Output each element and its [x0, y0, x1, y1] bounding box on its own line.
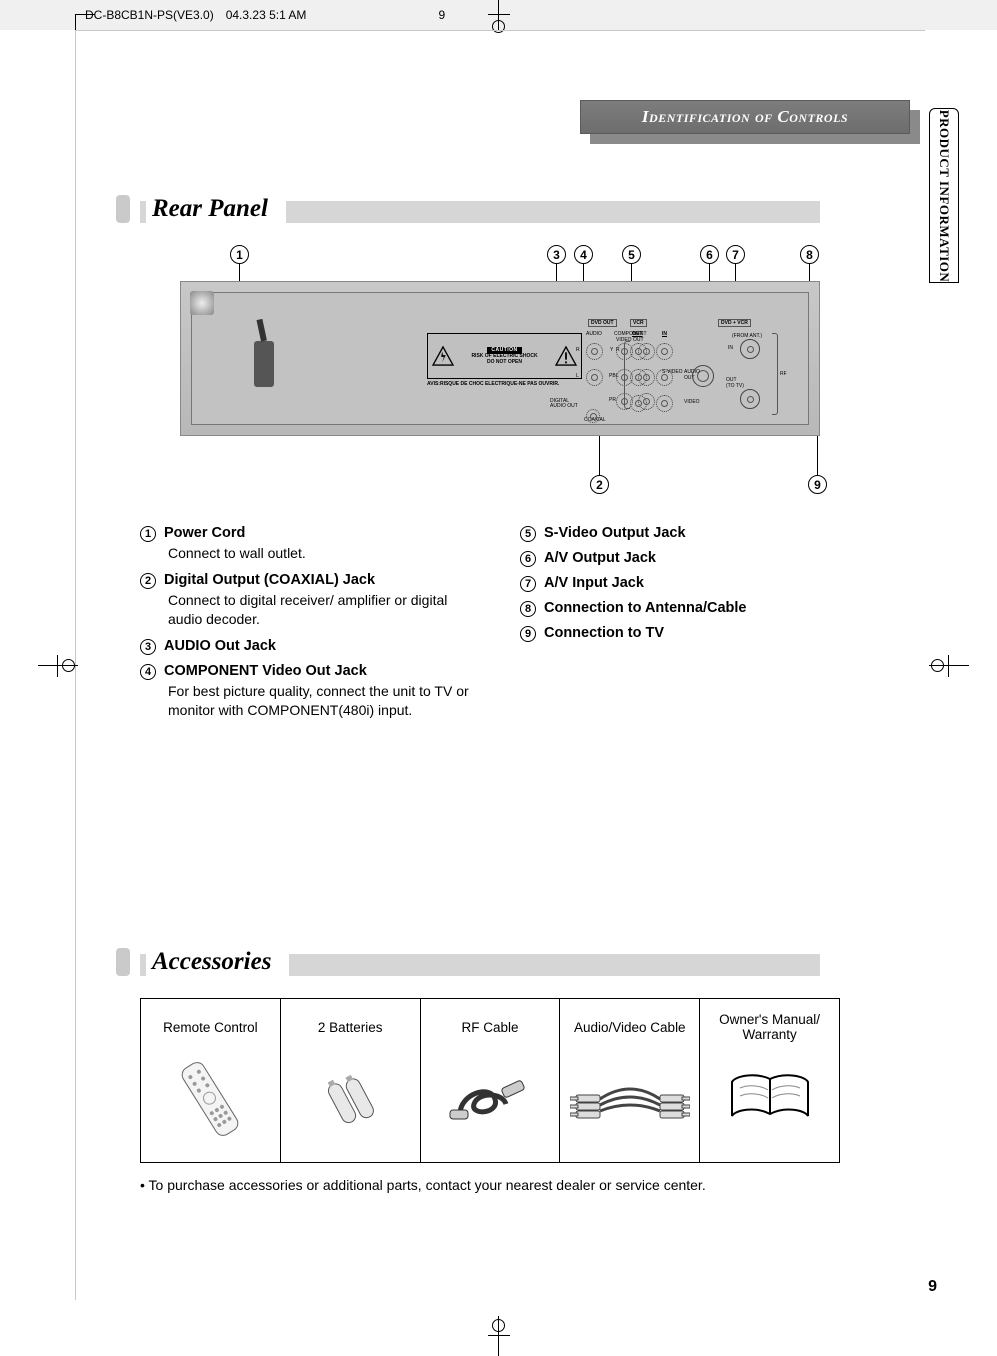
feature-5: 5S-Video Output Jack	[520, 525, 860, 541]
registration-top-icon	[488, 0, 510, 30]
feature-3: 3AUDIO Out Jack	[140, 638, 480, 654]
remote-icon	[145, 1045, 276, 1152]
section-badge: Identification of Controls	[580, 100, 910, 134]
acc-rf-cable: RF Cable	[421, 999, 561, 1162]
page-content: Identification of Controls Rear Panel 1 3…	[140, 100, 910, 1193]
callout-9: 9	[808, 475, 827, 494]
callout-2: 2	[590, 475, 609, 494]
acc-av-cable: Audio/Video Cable	[560, 999, 700, 1162]
feature-4: 4COMPONENT Video Out JackFor best pictur…	[140, 663, 480, 720]
accessories-table: Remote Control 2 Batteries	[140, 998, 840, 1163]
batteries-icon	[285, 1045, 416, 1152]
side-tab-label: PRODUCT INFORMATION	[936, 109, 952, 282]
section-badge-label: Identification of Controls	[580, 100, 910, 134]
registration-bottom-icon	[488, 1316, 510, 1356]
sheet-page: 9	[438, 8, 445, 22]
callout-6: 6	[700, 245, 719, 264]
build-time: 04.3.23 5:1 AM	[226, 8, 307, 22]
registration-left-icon	[38, 655, 78, 677]
callout-5: 5	[622, 245, 641, 264]
filename: DC-B8CB1N-PS(VE3.0)	[85, 8, 214, 22]
registration-right-icon	[929, 655, 969, 677]
feature-9: 9Connection to TV	[520, 625, 860, 641]
callout-4: 4	[574, 245, 593, 264]
callout-3: 3	[547, 245, 566, 264]
feature-1: 1Power CordConnect to wall outlet.	[140, 525, 480, 563]
power-cord-icon	[254, 341, 274, 387]
accessories-heading: Accessories	[140, 948, 910, 978]
callout-8: 8	[800, 245, 819, 264]
acc-manual: Owner's Manual/ Warranty	[700, 999, 839, 1162]
callout-7: 7	[726, 245, 745, 264]
warn-bottom: AVIS:RISQUE DE CHOC ELECTRIQUE-NE PAS OU…	[427, 381, 559, 387]
screw-icon	[190, 291, 214, 315]
device-chassis: CAUTION RISK OF ELECTRIC SHOCK DO NOT OP…	[180, 281, 820, 436]
accessories-note: • To purchase accessories or additional …	[140, 1177, 910, 1193]
feature-6: 6A/V Output Jack	[520, 550, 860, 566]
side-tab: PRODUCT INFORMATION	[929, 108, 959, 283]
feature-list: 1Power CordConnect to wall outlet. 2Digit…	[140, 525, 910, 728]
vcr-ports: VCR OUT IN R AUDIO L VIDEO DVD + VCR	[630, 325, 790, 435]
book-icon	[704, 1045, 835, 1152]
av-cable-icon	[564, 1045, 695, 1152]
feature-7: 7A/V Input Jack	[520, 575, 860, 591]
acc-remote: Remote Control	[141, 999, 281, 1162]
acc-batteries: 2 Batteries	[281, 999, 421, 1162]
rear-panel-title: Rear Panel	[146, 195, 286, 223]
rear-panel-heading: Rear Panel	[140, 195, 910, 225]
accessories-title: Accessories	[146, 948, 289, 976]
feature-2: 2Digital Output (COAXIAL) JackConnect to…	[140, 572, 480, 629]
callout-1: 1	[230, 245, 249, 264]
page-number: 9	[928, 1278, 937, 1296]
shock-triangle-icon	[432, 346, 454, 366]
caution-label: CAUTION RISK OF ELECTRIC SHOCK DO NOT OP…	[427, 333, 582, 379]
rear-panel-diagram: 1 34 5 67 8 2 9 CAUTION RISK OF ELECTRIC SHOC…	[140, 245, 910, 495]
rf-cable-icon	[425, 1045, 556, 1152]
exclaim-triangle-icon	[555, 346, 577, 366]
feature-8: 8Connection to Antenna/Cable	[520, 600, 860, 616]
